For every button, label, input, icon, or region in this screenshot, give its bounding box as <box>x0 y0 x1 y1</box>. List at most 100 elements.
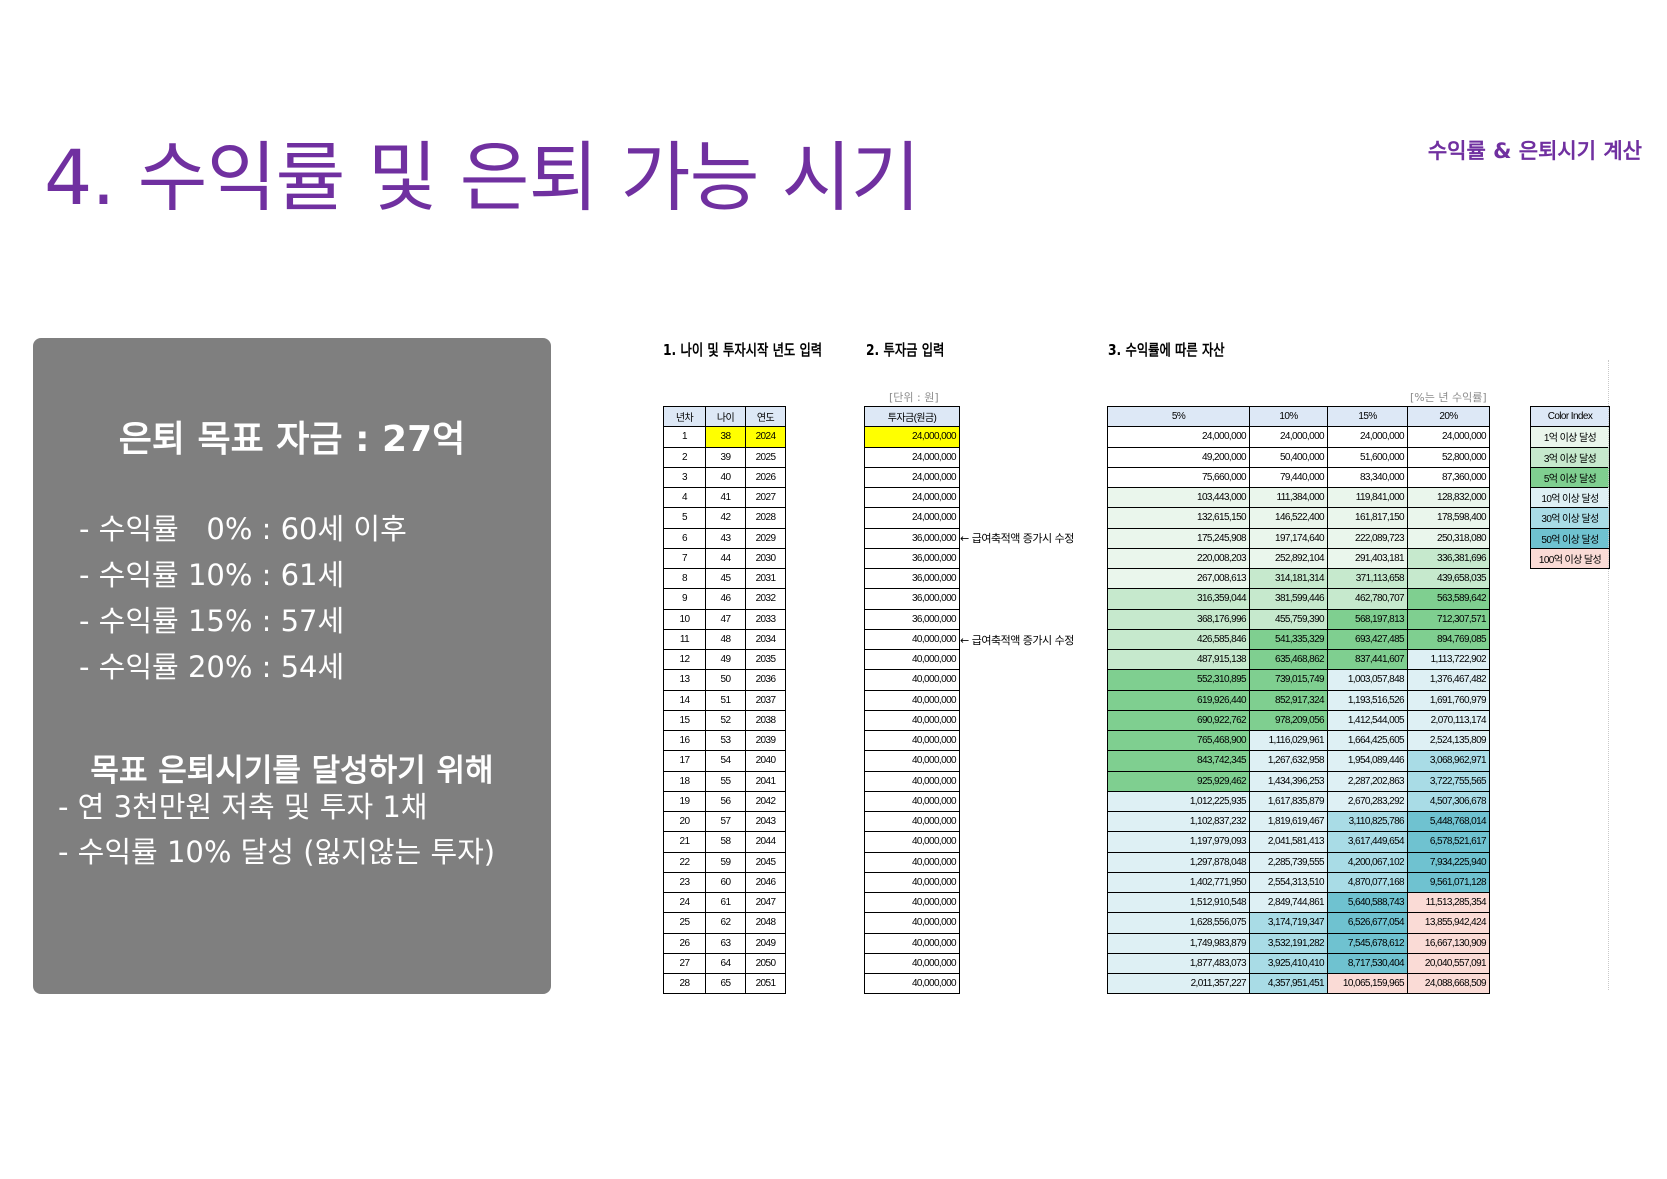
asset-cell-rate-5: 843,742,345 <box>1107 750 1250 772</box>
asset-cell-rate-15: 462,780,707 <box>1327 588 1408 610</box>
principal-cell: 36,000,000 <box>864 588 960 610</box>
asset-cell-rate-5: 487,915,138 <box>1107 648 1250 671</box>
asset-cell-rate-10: 541,335,329 <box>1249 628 1328 651</box>
table-row: 175,245,908 197,174,640 222,089,723 250,318… <box>1107 527 1490 549</box>
table-row: 19 56 2042 <box>663 790 786 813</box>
summary-line: - 수익률 0% : 60세 이후 <box>79 512 407 546</box>
age-cell: 49 <box>705 648 746 671</box>
table-row: 20 57 2043 <box>663 810 786 833</box>
principal-cell: 40,000,000 <box>864 831 960 853</box>
header-age: 나이 <box>705 405 746 428</box>
table-row: 14 51 2037 <box>663 689 786 711</box>
asset-cell-rate-20: 1,691,760,979 <box>1407 689 1490 711</box>
table-row: 2 39 2025 <box>663 446 786 468</box>
asset-cell-rate-20: 2,070,113,174 <box>1407 709 1490 732</box>
year-index-cell: 7 <box>663 547 706 570</box>
year-index-cell: 23 <box>663 871 706 894</box>
principal-cell: 40,000,000 <box>864 669 960 691</box>
table-row: 40,000,000 <box>864 648 960 671</box>
retirement-goal-heading: 은퇴 목표 자금 : 27억 <box>118 419 466 460</box>
table-row: 3 40 2026 <box>663 466 786 489</box>
year-index-cell: 2 <box>663 446 706 468</box>
asset-cell-rate-20: 16,667,130,909 <box>1407 932 1490 954</box>
year-index-cell: 15 <box>663 709 706 732</box>
table-row: 24 61 2047 <box>663 891 786 914</box>
asset-cell-rate-20: 87,360,000 <box>1407 466 1490 489</box>
asset-cell-rate-15: 371,113,658 <box>1327 567 1408 590</box>
table-row: 1,197,979,093 2,041,581,413 3,617,449,654 6… <box>1107 831 1490 853</box>
asset-cell-rate-5: 1,197,979,093 <box>1107 831 1250 853</box>
asset-cell-rate-20: 250,318,080 <box>1407 527 1490 549</box>
table-row: 18 55 2041 <box>663 770 786 792</box>
section-label-age-input: 1. 나이 및 투자시작 년도 입력 <box>663 341 823 359</box>
asset-cell-rate-15: 1,412,544,005 <box>1327 709 1408 732</box>
table-row: 40,000,000 <box>864 770 960 792</box>
table-row: 368,176,996 455,759,390 568,197,813 712,307… <box>1107 608 1490 630</box>
asset-cell-rate-10: 50,400,000 <box>1249 446 1328 468</box>
principal-cell: 24,000,000 <box>864 507 960 529</box>
table-row: 9 46 2032 <box>663 588 786 610</box>
table-row: 40,000,000 <box>864 729 960 752</box>
age-cell: 60 <box>705 871 746 894</box>
asset-cell-rate-5: 175,245,908 <box>1107 527 1250 549</box>
calendar-year-cell: 2040 <box>745 750 786 772</box>
age-cell: 65 <box>705 972 746 995</box>
calendar-year-cell: 2030 <box>745 547 786 570</box>
asset-cell-rate-15: 119,841,000 <box>1327 486 1408 509</box>
year-index-cell: 25 <box>663 912 706 934</box>
asset-cell-rate-5: 1,749,983,879 <box>1107 932 1250 954</box>
asset-cell-rate-15: 3,617,449,654 <box>1327 831 1408 853</box>
table-row: 103,443,000 111,384,000 119,841,000 128,832… <box>1107 486 1490 509</box>
calendar-year-cell: 2044 <box>745 831 786 853</box>
table-row: 40,000,000 <box>864 891 960 914</box>
table-row: 40,000,000 <box>864 750 960 772</box>
table-row: 28 65 2051 <box>663 972 786 995</box>
asset-cell-rate-5: 426,585,846 <box>1107 628 1250 651</box>
table-row: 40,000,000 <box>864 972 960 995</box>
table-row: 1,628,556,075 3,174,719,347 6,526,677,054 1… <box>1107 912 1490 934</box>
table-row: 316,359,044 381,599,446 462,780,707 563,589… <box>1107 588 1490 610</box>
asset-by-rate-table: 5% 10% 15% 20% 24,000,000 24,000,000 24,00… <box>1107 405 1490 995</box>
year-index-cell: 6 <box>663 527 706 549</box>
table-row: 21 58 2044 <box>663 831 786 853</box>
asset-cell-rate-20: 439,658,035 <box>1407 567 1490 590</box>
table-row: 40,000,000 <box>864 628 960 651</box>
principal-cell: 36,000,000 <box>864 527 960 549</box>
principal-cell: 36,000,000 <box>864 567 960 590</box>
page-title: 4. 수익률 및 은퇴 가능 시기 <box>44 133 921 222</box>
asset-cell-rate-20: 4,507,306,678 <box>1407 790 1490 813</box>
asset-cell-rate-10: 1,434,396,253 <box>1249 770 1328 792</box>
legend-swatch: 100억 이상 달성 <box>1530 547 1610 570</box>
age-cell: 48 <box>705 628 746 651</box>
age-cell: 47 <box>705 608 746 630</box>
table-row: 1,877,483,073 3,925,410,410 8,717,530,404 2… <box>1107 952 1490 975</box>
table-row: 26 63 2049 <box>663 932 786 954</box>
asset-cell-rate-10: 3,925,410,410 <box>1249 952 1328 975</box>
year-index-cell: 1 <box>663 426 706 448</box>
summary-line: - 수익률 10% : 61세 <box>79 558 345 592</box>
asset-cell-rate-20: 7,934,225,940 <box>1407 851 1490 873</box>
asset-cell-rate-20: 9,561,071,128 <box>1407 871 1490 894</box>
asset-cell-rate-15: 1,193,516,526 <box>1327 689 1408 711</box>
table-row: 10 47 2033 <box>663 608 786 630</box>
asset-cell-rate-5: 619,926,440 <box>1107 689 1250 711</box>
principal-cell: 40,000,000 <box>864 628 960 651</box>
asset-cell-rate-15: 83,340,000 <box>1327 466 1408 489</box>
asset-cell-rate-15: 8,717,530,404 <box>1327 952 1408 975</box>
age-cell: 44 <box>705 547 746 570</box>
header-year-index: 년차 <box>663 405 706 428</box>
table-row: 24,000,000 <box>864 446 960 468</box>
asset-cell-rate-5: 49,200,000 <box>1107 446 1250 468</box>
principal-cell: 40,000,000 <box>864 891 960 914</box>
header-calendar-year: 연도 <box>745 405 786 428</box>
calendar-year-cell: 2043 <box>745 810 786 833</box>
legend-title: Color Index <box>1530 405 1610 428</box>
summary-line: - 수익률 20% : 54세 <box>79 650 345 684</box>
asset-cell-rate-15: 568,197,813 <box>1327 608 1408 630</box>
asset-cell-rate-15: 24,000,000 <box>1327 426 1408 448</box>
table-row: 267,008,613 314,181,314 371,113,658 439,658… <box>1107 567 1490 590</box>
asset-cell-rate-10: 2,041,581,413 <box>1249 831 1328 853</box>
legend-row: 3억 이상 달성 <box>1530 446 1610 468</box>
table-row: 23 60 2046 <box>663 871 786 894</box>
asset-cell-rate-5: 24,000,000 <box>1107 426 1250 448</box>
